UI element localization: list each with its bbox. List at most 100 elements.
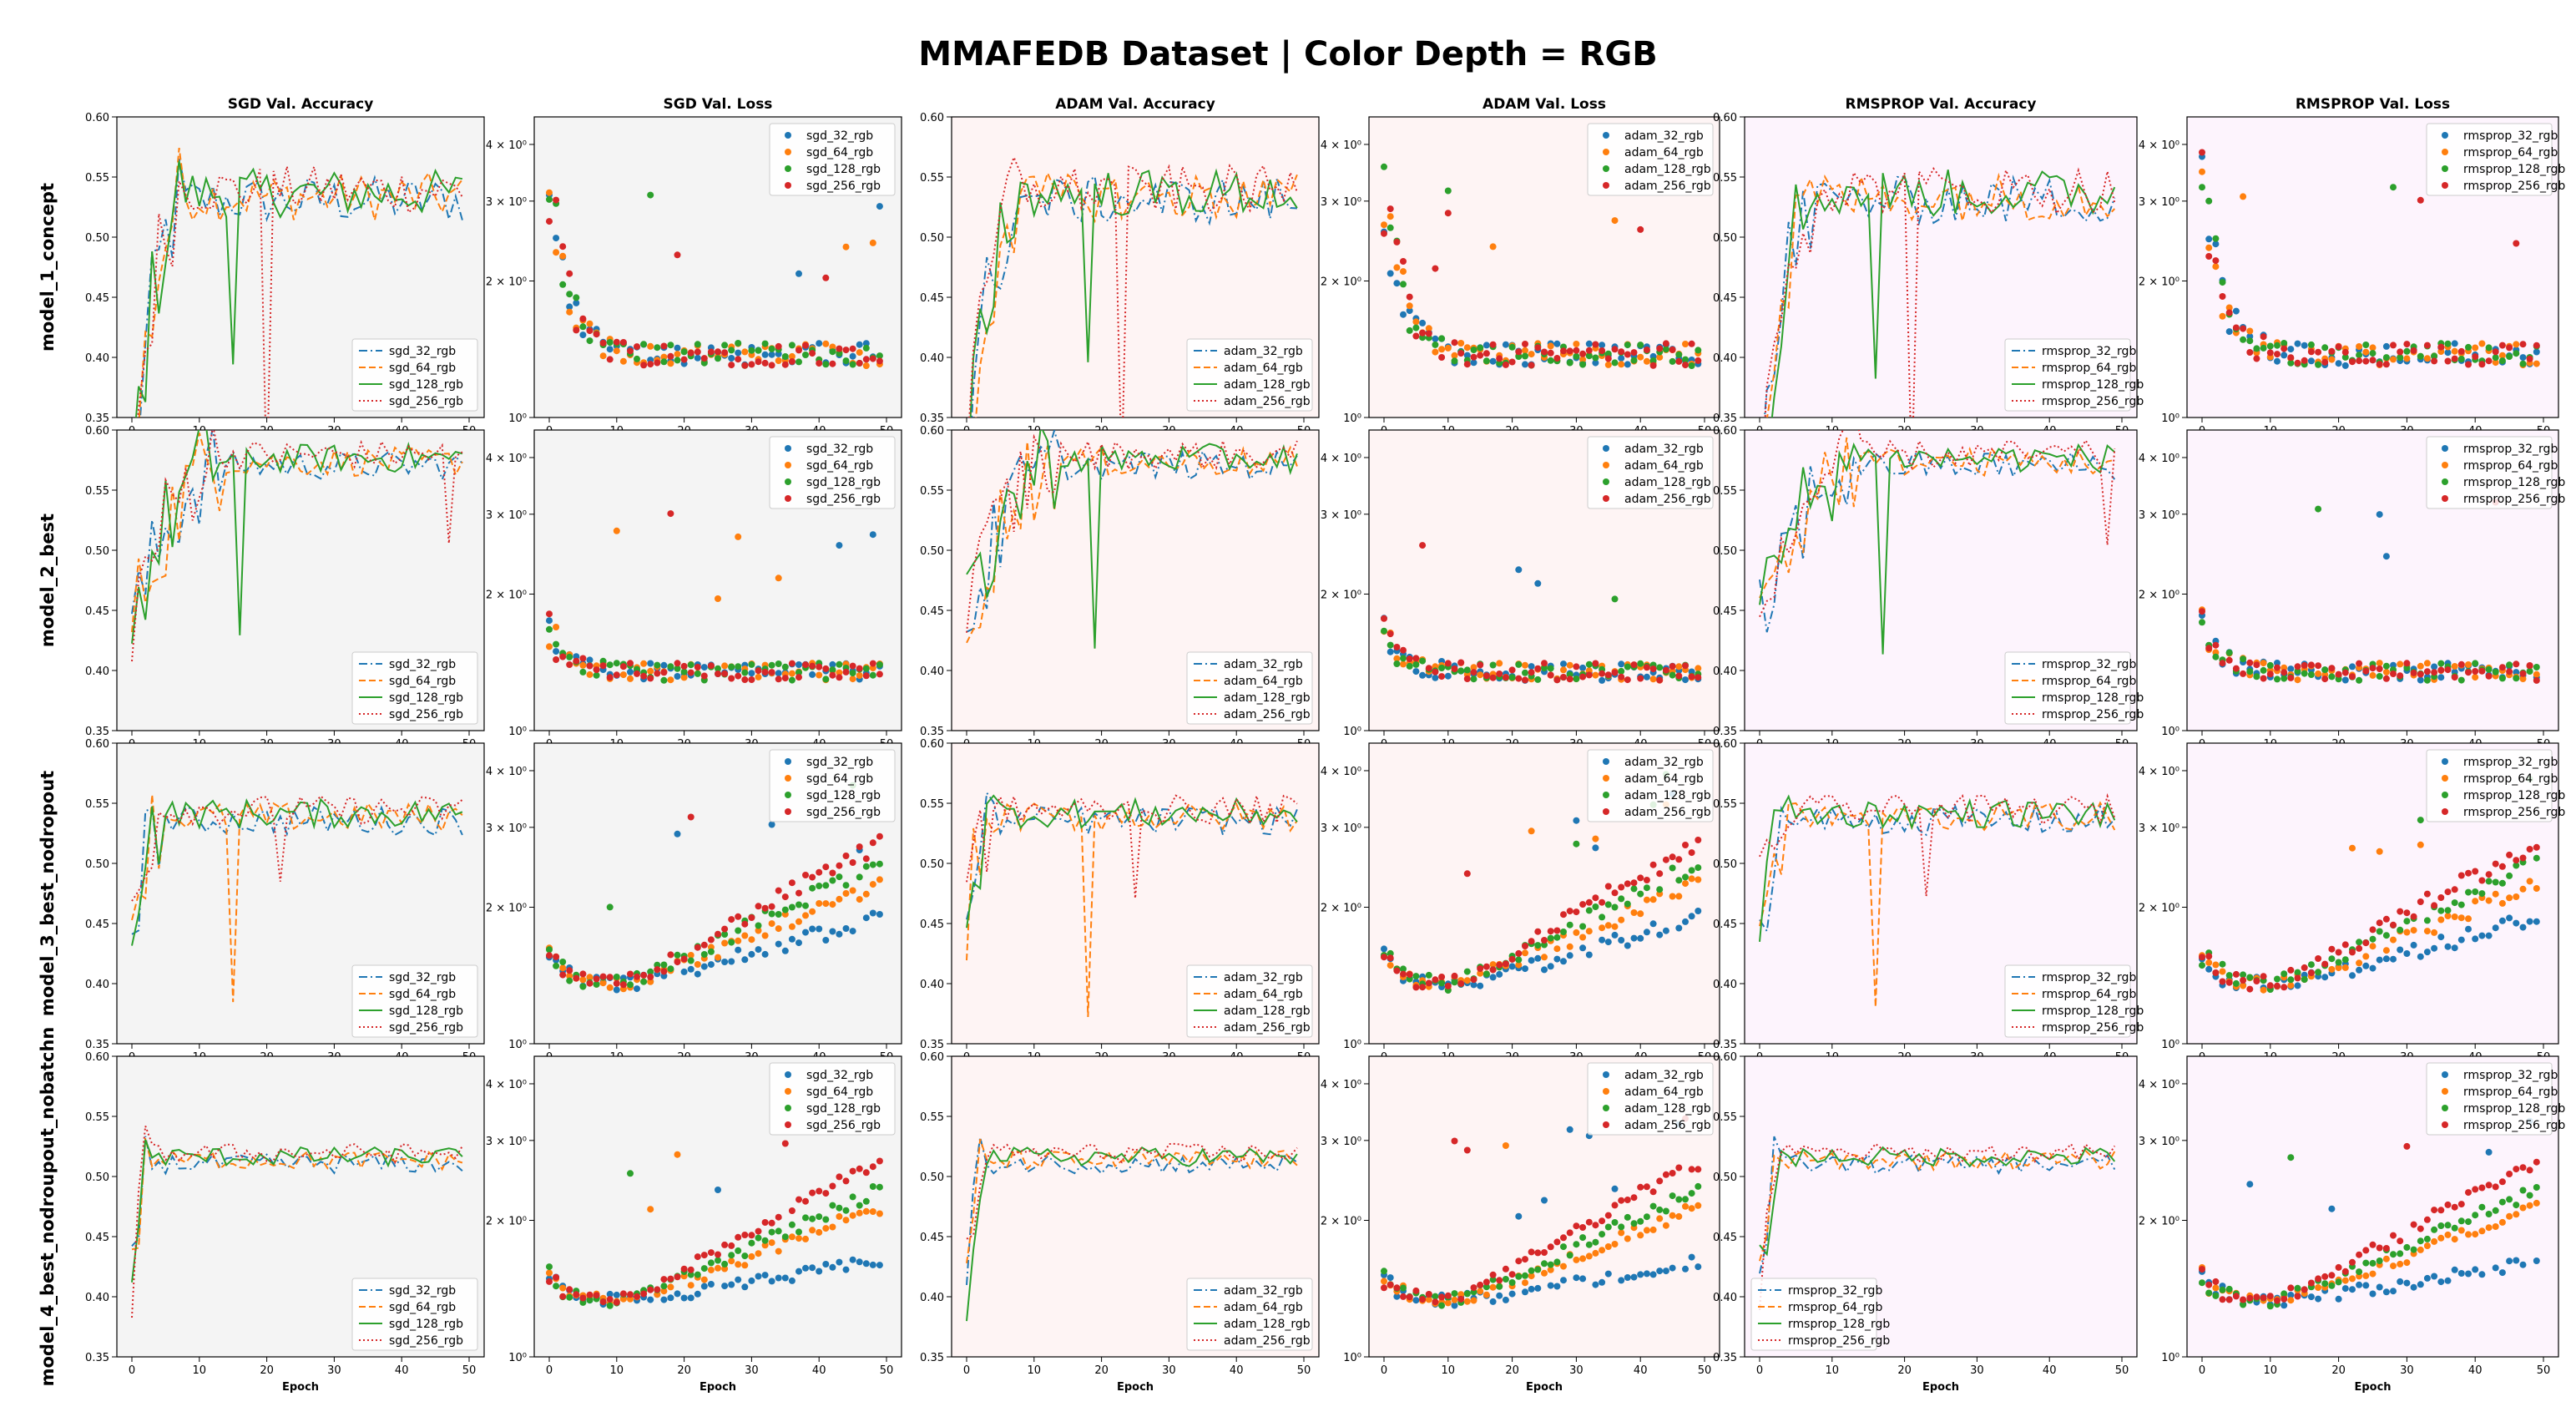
series-point-0 (1470, 359, 1477, 367)
series-point-3 (1560, 674, 1567, 681)
series-point-3 (599, 339, 607, 347)
series-point-0 (1553, 1283, 1561, 1290)
series-point-0 (2225, 328, 2233, 336)
series-point-2 (613, 660, 620, 667)
series-point-1 (2533, 360, 2540, 367)
series-point-3 (1599, 347, 1606, 354)
series-point-2 (856, 1202, 863, 1209)
series-point-2 (2417, 1237, 2424, 1245)
series-point-3 (741, 1232, 749, 1238)
series-point-3 (1470, 353, 1477, 361)
series-point-2 (694, 1271, 701, 1278)
legend-swatch (785, 792, 791, 798)
series-point-3 (2349, 1258, 2356, 1266)
series-point-2 (2513, 862, 2520, 869)
series-point-3 (667, 951, 674, 959)
series-point-3 (573, 326, 580, 334)
series-point-0 (1522, 1288, 1528, 1296)
legend: adam_32_rgbadam_64_rgbadam_128_rgbadam_2… (1186, 338, 1313, 412)
legend-swatch (2442, 462, 2448, 468)
series-point-3 (1393, 644, 1401, 650)
legend: sgd_32_rgbsgd_64_rgbsgd_128_rgbsgd_256_r… (351, 338, 478, 412)
legend-swatch (2442, 792, 2448, 798)
series-point-0 (2403, 1279, 2411, 1287)
series-point-3 (761, 669, 769, 676)
legend-label: adam_128_rgb (1224, 378, 1311, 392)
series-point-2 (796, 358, 802, 366)
series-point-3 (2315, 955, 2322, 962)
series-point-2 (1534, 676, 1542, 683)
series-point-3 (1502, 361, 1509, 368)
series-point-3 (2451, 674, 2458, 681)
legend-label: sgd_32_rgb (389, 1284, 456, 1298)
series-point-0 (829, 1263, 836, 1271)
series-point-3 (1489, 966, 1497, 974)
series-point-3 (1611, 1202, 1619, 1209)
series-point-2 (862, 1197, 870, 1205)
series-point-3 (1444, 660, 1452, 667)
series-point-1 (1553, 945, 1561, 953)
series-point-2 (1508, 343, 1516, 351)
series-point-0 (876, 203, 883, 210)
series-point-1 (2369, 943, 2376, 950)
series-point-0 (1470, 981, 1477, 989)
series-point-3 (579, 1294, 587, 1302)
series-point-2 (1604, 350, 1612, 357)
series-point-3 (721, 349, 729, 357)
legend-swatch (2442, 808, 2448, 815)
series-point-2 (1438, 1302, 1446, 1309)
series-point-2 (768, 345, 775, 352)
legend-swatch (785, 165, 791, 172)
series-point-1 (2457, 1227, 2465, 1234)
series-point-3 (2274, 351, 2281, 358)
series-point-2 (1560, 1243, 1567, 1251)
series-point-3 (2423, 1216, 2431, 1223)
x-tick-label: 0 (1756, 1364, 1763, 1377)
series-point-3 (2410, 913, 2417, 920)
series-point-2 (680, 348, 688, 356)
series-point-3 (2417, 196, 2424, 204)
series-point-3 (2253, 661, 2260, 669)
series-point-2 (2369, 350, 2376, 357)
series-point-3 (822, 274, 830, 281)
y-tick-label: 3 × 10⁰ (486, 822, 527, 835)
series-point-3 (566, 270, 573, 277)
series-point-0 (2307, 357, 2315, 365)
series-point-1 (2403, 355, 2411, 362)
series-point-3 (1585, 671, 1593, 679)
series-point-2 (1656, 664, 1664, 671)
series-line-3 (1759, 792, 2116, 897)
series-point-1 (2417, 841, 2424, 848)
legend-label: sgd_128_rgb (389, 1004, 463, 1018)
series-point-3 (1682, 842, 1689, 848)
series-point-1 (2423, 1242, 2431, 1249)
series-point-2 (728, 663, 735, 670)
y-tick-label: 0.50 (1713, 1171, 1737, 1184)
series-point-3 (1412, 332, 1420, 340)
series-point-2 (2376, 673, 2383, 680)
series-point-3 (1662, 340, 1669, 347)
series-point-3 (1604, 1212, 1612, 1219)
series-point-3 (2431, 902, 2438, 909)
series-point-2 (2328, 1282, 2336, 1289)
series-point-3 (1406, 655, 1413, 662)
series-point-3 (1649, 1188, 1657, 1196)
y-tick-label: 10⁰ (2161, 412, 2179, 425)
series-point-1 (2472, 1231, 2479, 1238)
series-point-1 (2478, 1227, 2486, 1235)
series-point-2 (2212, 1292, 2220, 1299)
series-point-2 (2403, 664, 2411, 671)
y-tick-label: 0.50 (920, 545, 944, 558)
series-line-3 (1759, 430, 2116, 618)
series-point-0 (728, 958, 735, 965)
y-tick-label: 0.35 (1713, 412, 1737, 425)
series-point-2 (1643, 884, 1650, 892)
series-line-1 (1766, 172, 2116, 417)
plot-area (134, 147, 463, 417)
y-tick-label: 10⁰ (1343, 1039, 1361, 1051)
series-point-1 (2498, 352, 2506, 359)
legend-label: rmsprop_256_rgb (1788, 1334, 1890, 1348)
series-point-1 (2444, 1231, 2452, 1238)
legend-label: sgd_64_rgb (806, 772, 873, 786)
